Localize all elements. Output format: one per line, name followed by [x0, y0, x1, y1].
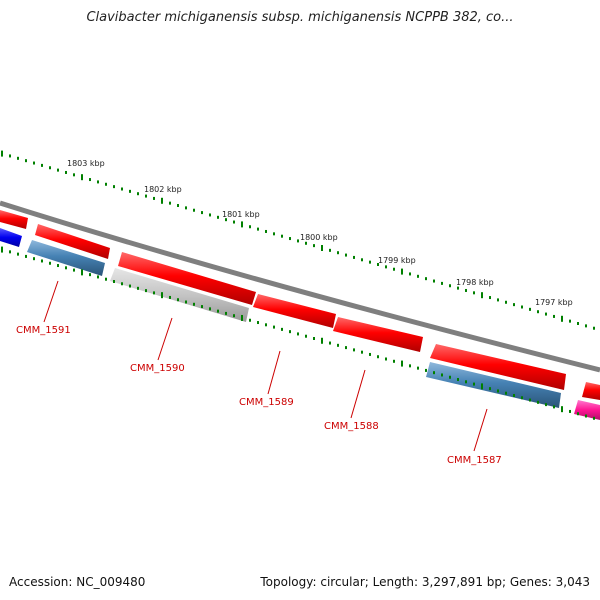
ruler-label: 1798 kbp — [456, 278, 494, 287]
ruler-label: 1800 kbp — [300, 233, 338, 242]
gene-arrow-CMM_1588[interactable] — [333, 317, 423, 352]
gene-arrow-forward[interactable] — [118, 252, 256, 305]
genome-summary-text: Topology: circular; Length: 3,297,891 bp… — [260, 575, 590, 589]
gene-label: CMM_1590 — [130, 363, 185, 374]
gene-arrow-forward[interactable] — [35, 224, 110, 259]
ruler-label: 1797 kbp — [535, 298, 573, 307]
ruler-ticks-outer — [1, 150, 595, 330]
gene-label: CMM_1588 — [324, 421, 379, 432]
accession-text: Accession: NC_009480 — [9, 575, 146, 589]
gene-arrow-reverse[interactable] — [574, 400, 600, 420]
gene-arrow-CMM_1589[interactable] — [253, 294, 336, 328]
ruler-label: 1802 kbp — [144, 185, 182, 194]
ruler-ticks-inner — [1, 246, 595, 420]
ruler-label: 1801 kbp — [222, 210, 260, 219]
forward-strand — [0, 210, 600, 400]
gene-arrow-CMM_1590[interactable] — [110, 268, 249, 322]
label-leader — [267, 350, 281, 395]
gene-label: CMM_1591 — [16, 325, 71, 336]
ruler-label: 1799 kbp — [378, 256, 416, 265]
ruler-label: 1803 kbp — [67, 159, 105, 168]
gene-arrow-CMM_1587[interactable] — [426, 362, 561, 408]
gene-arrow-CMM_1591[interactable] — [27, 240, 105, 276]
reverse-strand — [0, 228, 600, 420]
genome-backbone — [0, 200, 600, 373]
label-leader — [43, 280, 59, 323]
label-leader — [473, 408, 488, 452]
label-leader — [350, 369, 366, 419]
label-leader — [157, 317, 173, 361]
map-title: Clavibacter michiganensis subsp. michiga… — [86, 10, 514, 25]
gene-arrow-forward[interactable] — [582, 382, 600, 400]
gene-arrow-reverse[interactable] — [0, 228, 22, 247]
gene-arrow-forward[interactable] — [430, 344, 566, 390]
gene-label: CMM_1587 — [447, 455, 502, 466]
gene-arrow-forward[interactable] — [0, 210, 28, 229]
gene-label: CMM_1589 — [239, 397, 294, 408]
